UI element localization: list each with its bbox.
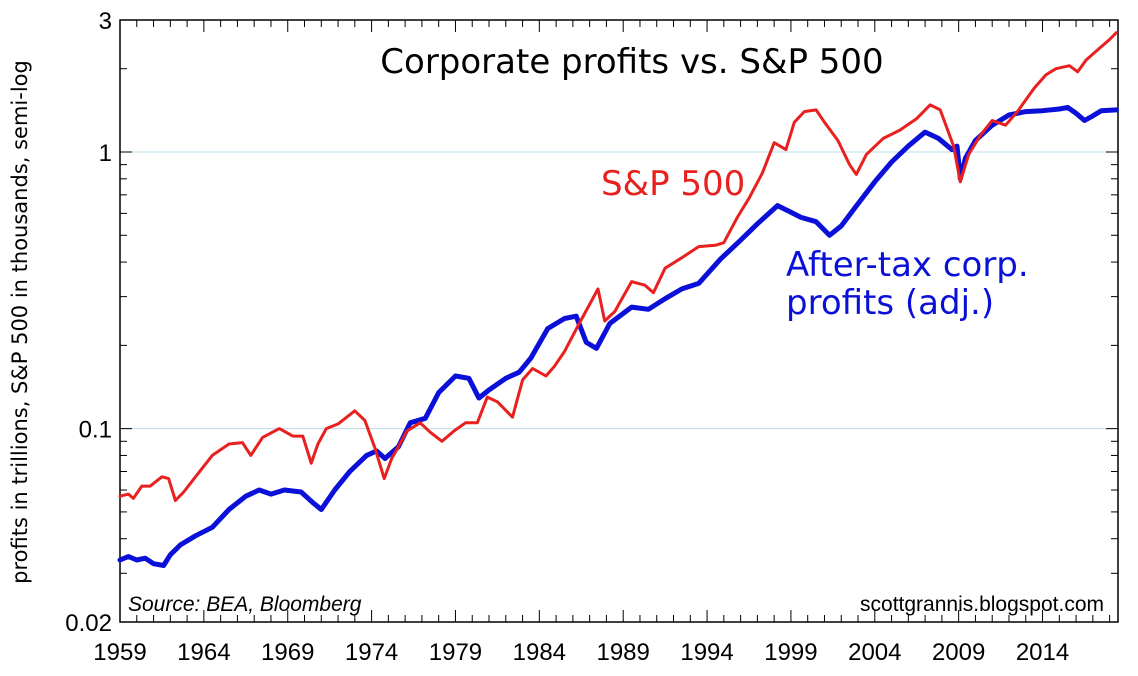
source-note: Source: BEA, Bloomberg bbox=[128, 593, 362, 616]
x-tick-label-1959: 1959 bbox=[93, 639, 146, 666]
annotation-profits-line2: profits (adj.) bbox=[786, 283, 994, 323]
annotation-sp500: S&P 500 bbox=[601, 164, 745, 204]
x-tick-label-1984: 1984 bbox=[513, 639, 566, 666]
x-tick-label-1974: 1974 bbox=[345, 639, 398, 666]
chart-title: Corporate profits vs. S&P 500 bbox=[380, 42, 883, 82]
x-tick-label-1999: 1999 bbox=[764, 639, 817, 666]
y-tick-label-3: 0.02 bbox=[65, 610, 112, 637]
x-tick-label-2014: 2014 bbox=[1016, 639, 1069, 666]
credit-note: scottgrannis.blogspot.com bbox=[860, 593, 1104, 616]
x-tick-label-2004: 2004 bbox=[848, 639, 901, 666]
y-tick-label-2: 0.1 bbox=[79, 417, 112, 444]
x-tick-label-2009: 2009 bbox=[932, 639, 985, 666]
y-axis-label: profits in trillions, S&P 500 in thousan… bbox=[8, 60, 32, 584]
series-line-sp500 bbox=[118, 31, 1118, 502]
series-group bbox=[117, 31, 1119, 568]
plot-frame bbox=[119, 19, 1119, 623]
annotation-profits-line1: After-tax corp. bbox=[786, 245, 1029, 285]
tick-marks bbox=[119, 19, 1118, 623]
x-tick-label-1994: 1994 bbox=[680, 639, 733, 666]
x-tick-label-1969: 1969 bbox=[261, 639, 314, 666]
y-tick-label-0: 3 bbox=[99, 8, 112, 35]
y-tick-labels: 3 1 0.1 0.02 bbox=[65, 8, 112, 637]
x-tick-label-1979: 1979 bbox=[429, 639, 482, 666]
x-tick-label-1989: 1989 bbox=[596, 639, 649, 666]
y-tick-label-1: 1 bbox=[99, 140, 112, 167]
x-tick-labels: 1959 1964 1969 1974 1979 1984 1989 1994 1999 2004… bbox=[93, 639, 1069, 666]
x-tick-label-1964: 1964 bbox=[177, 639, 230, 666]
